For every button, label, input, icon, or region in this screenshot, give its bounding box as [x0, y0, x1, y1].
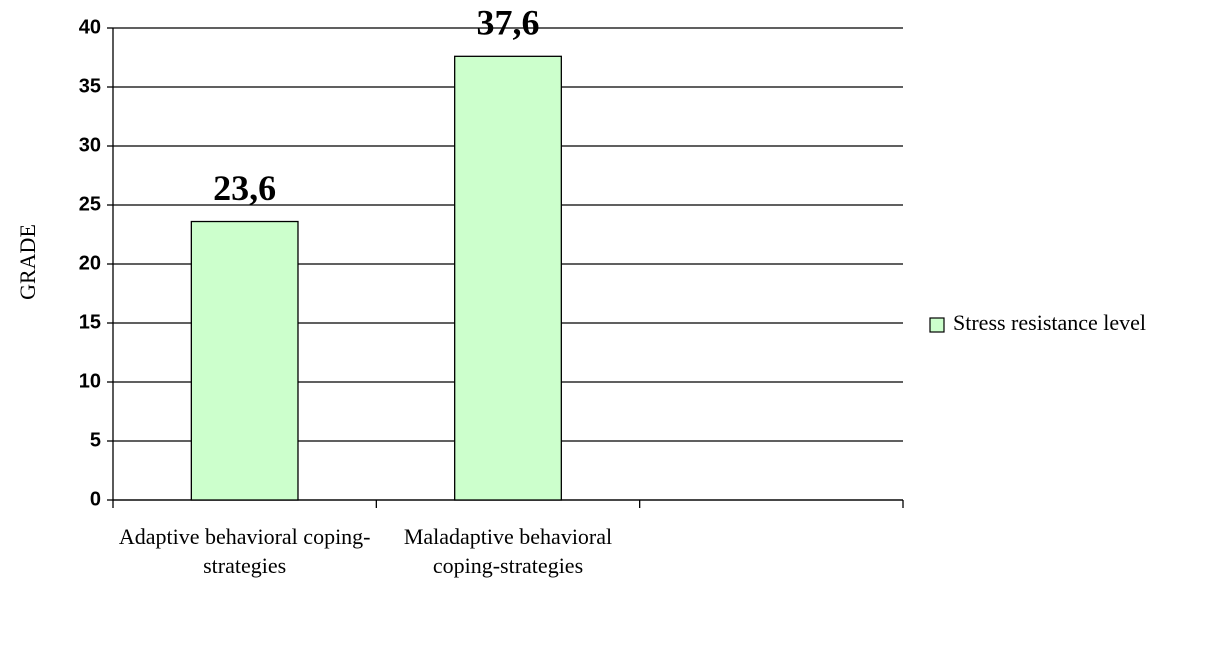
y-tick-label: 40: [79, 16, 101, 38]
bar: [454, 55, 562, 501]
y-tick-label: 30: [79, 134, 101, 156]
y-tick-label: 5: [90, 429, 101, 451]
y-axis-label: GRADE: [15, 224, 40, 300]
x-tick-label: Adaptive behavioral coping-strategies: [118, 524, 371, 578]
y-tick-label: 15: [79, 311, 101, 333]
x-tick-label: Maladaptive behavioral coping-strategies: [403, 524, 613, 578]
data-label: 37,6: [477, 3, 540, 43]
y-tick-label: 0: [90, 488, 101, 510]
y-tick-label: 35: [79, 75, 101, 97]
legend-swatch: [929, 317, 945, 333]
y-tick-label: 10: [79, 370, 101, 392]
bar: [190, 220, 299, 501]
y-tick-label: 25: [79, 193, 101, 215]
y-tick-label: 20: [79, 252, 101, 274]
legend-label: Stress resistance level: [953, 310, 1146, 335]
data-label: 23,6: [213, 168, 276, 208]
